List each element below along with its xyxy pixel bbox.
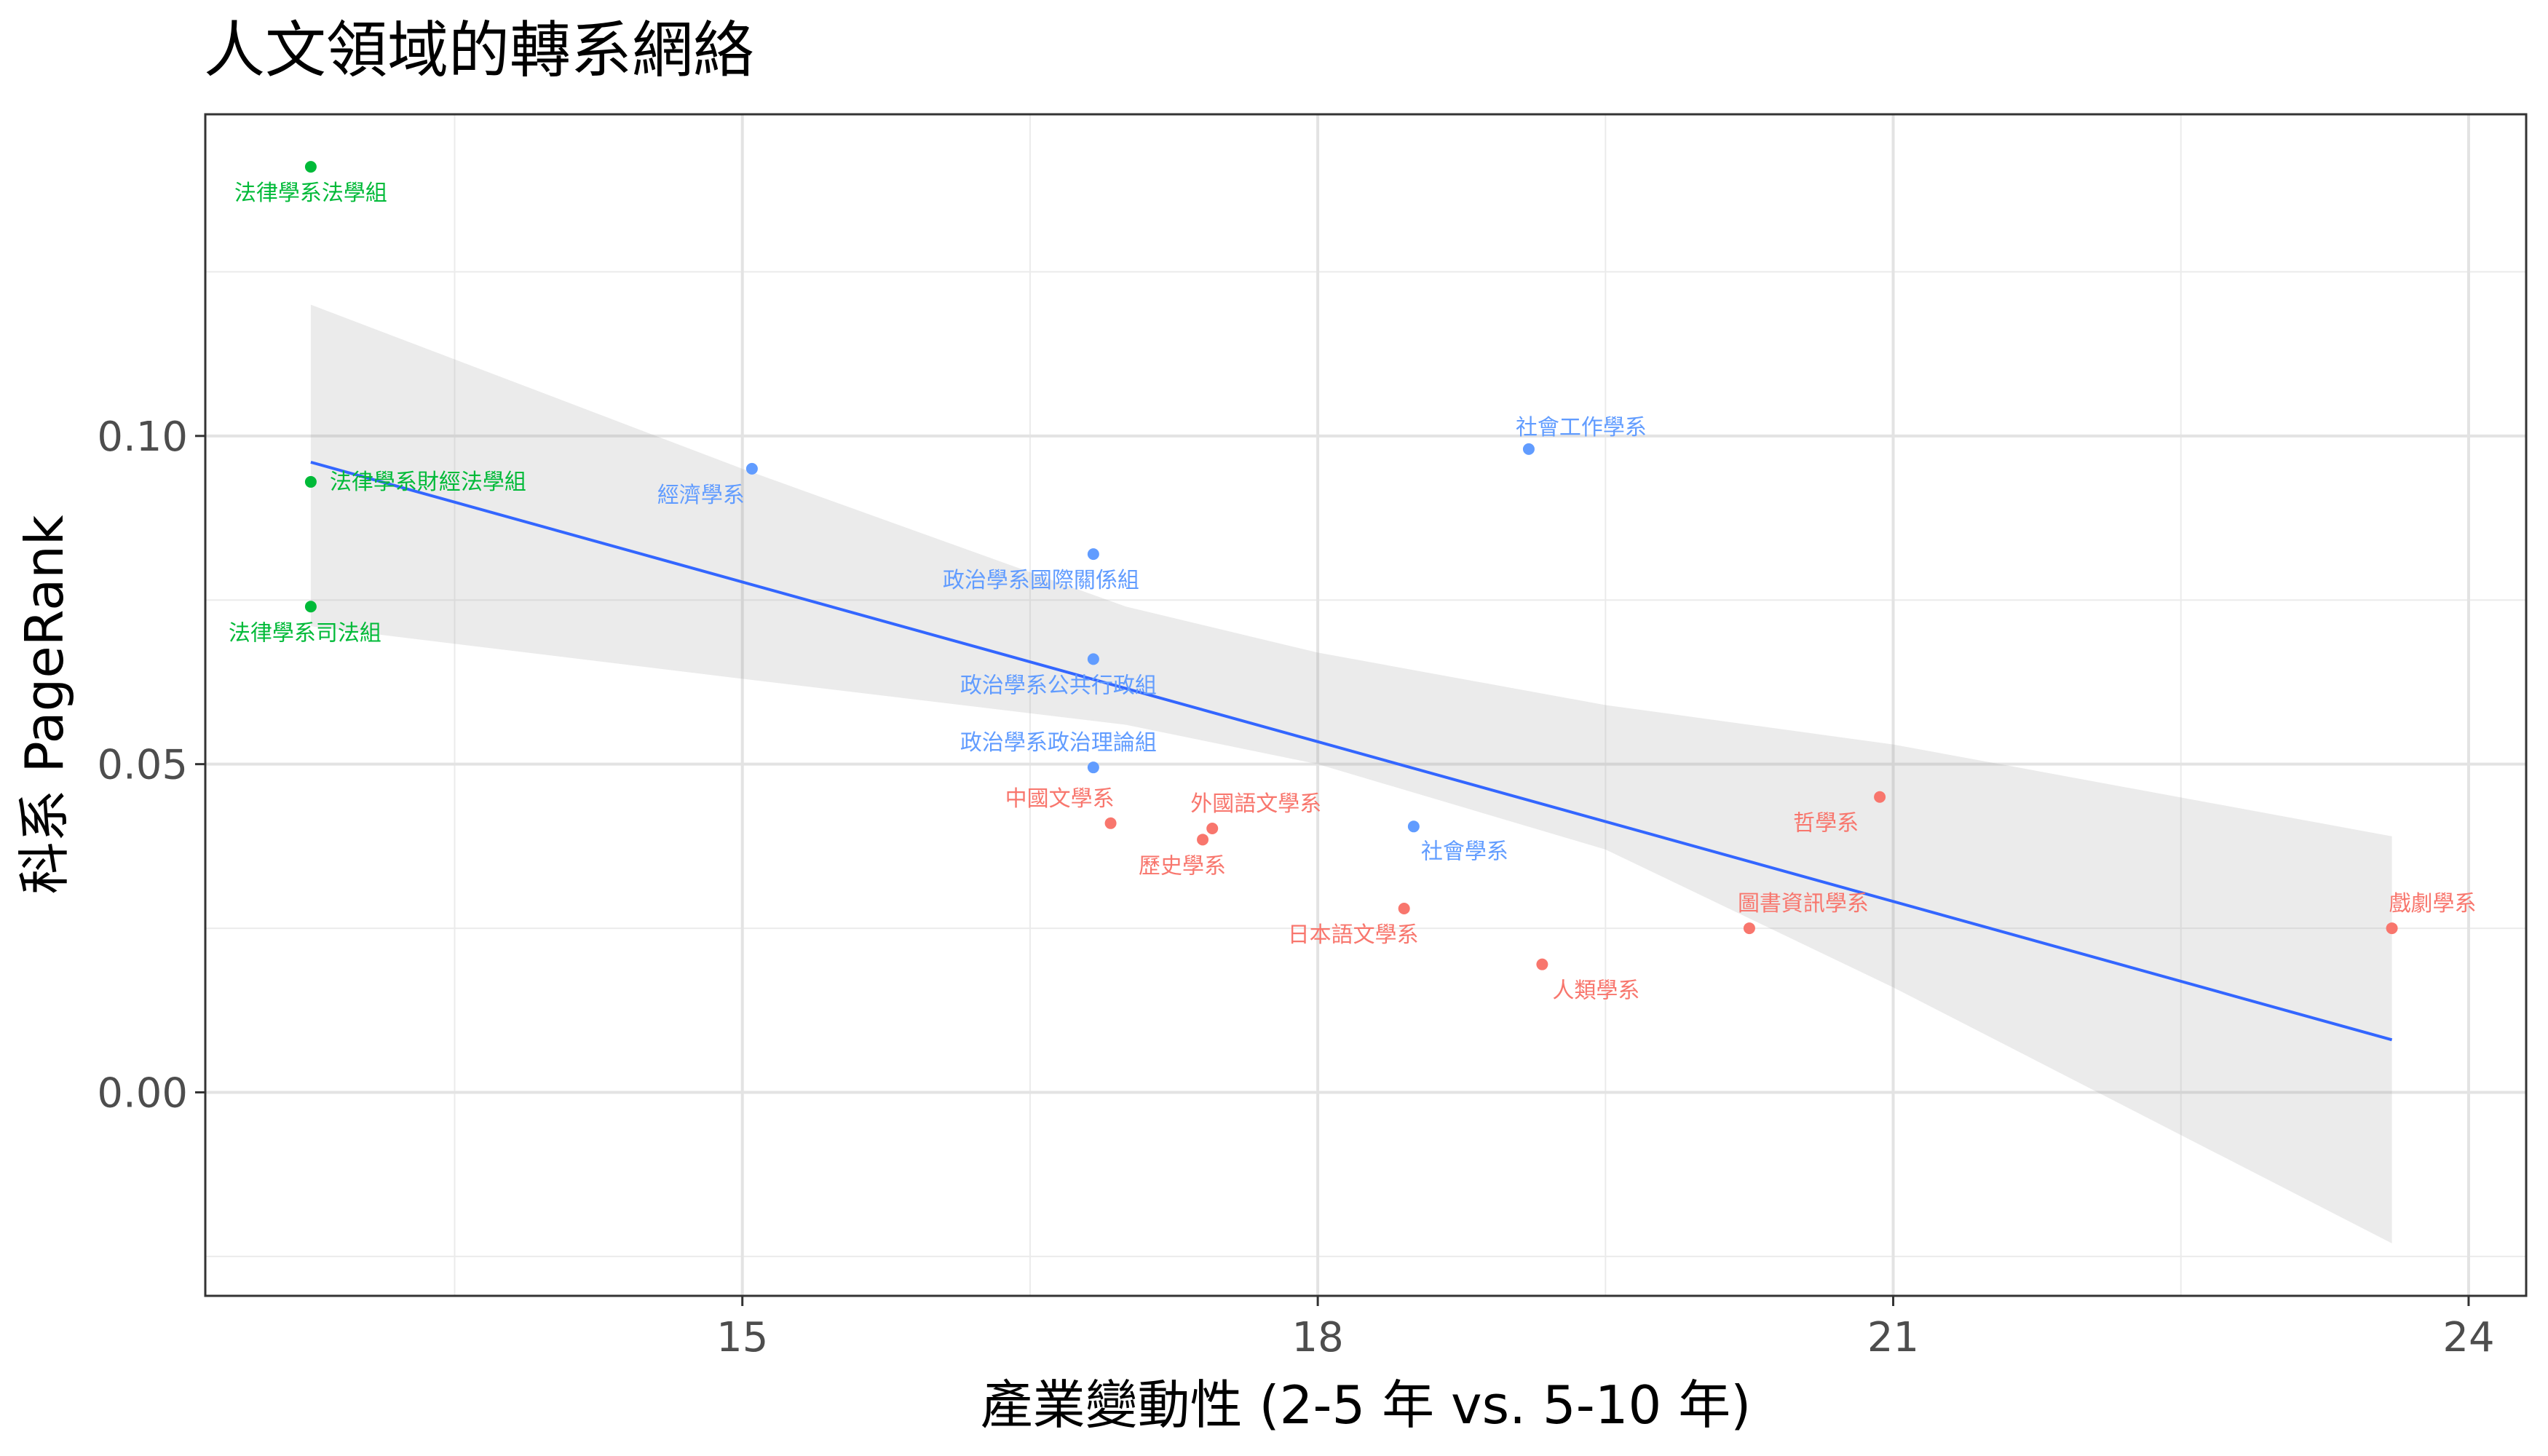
point-label: 哲學系 — [1793, 811, 1859, 836]
point-label: 社會學系 — [1421, 839, 1508, 864]
trend-line-layer — [310, 460, 2393, 1042]
point-label: 圖書資訊學系 — [1738, 891, 1869, 917]
plot-border — [204, 113, 2528, 1297]
y-tick-label: 0.00 — [97, 1069, 188, 1117]
x-tick-label: 18 — [1291, 1314, 1343, 1361]
point-label: 社會工作學系 — [1516, 415, 1647, 440]
data-point — [1087, 548, 1099, 561]
data-point — [2386, 922, 2398, 935]
confidence-band — [310, 304, 2392, 1243]
data-point — [304, 601, 317, 613]
data-point — [1206, 823, 1219, 835]
grid-lines — [205, 114, 2526, 1296]
x-axis-title: 產業變動性 (2-5 年 vs. 5-10 年) — [981, 1374, 1752, 1436]
point-label: 經濟學系 — [657, 483, 745, 508]
point-label: 法律學系財經法學組 — [330, 470, 526, 495]
x-tick-label: 21 — [1867, 1314, 1919, 1361]
data-point — [304, 475, 317, 488]
data-point — [1743, 922, 1755, 935]
point-label: 中國文學系 — [1005, 786, 1115, 812]
point-label: 法律學系司法組 — [229, 620, 381, 646]
data-point — [1087, 761, 1099, 774]
data-point — [745, 462, 758, 475]
trend-line — [310, 460, 2393, 1042]
point-label: 政治學系公共行政組 — [960, 673, 1157, 698]
point-label: 政治學系國際關係組 — [943, 568, 1139, 593]
x-tick-label: 15 — [716, 1314, 768, 1361]
data-points — [304, 161, 2398, 970]
plot-panel — [205, 114, 2526, 1296]
y-axis-title: 科系 PageRank — [14, 515, 75, 894]
x-axis-ticks: 15 18 21 24 — [716, 1296, 2495, 1361]
point-label: 外國語文學系 — [1190, 791, 1321, 817]
data-point — [304, 161, 317, 173]
data-point — [1104, 817, 1117, 829]
y-axis-ticks: 0.00 0.05 0.10 — [97, 414, 205, 1117]
x-tick-label: 24 — [2442, 1314, 2494, 1361]
y-tick-label: 0.05 — [97, 742, 188, 789]
data-point — [1522, 443, 1535, 455]
point-label: 日本語文學系 — [1288, 922, 1419, 948]
data-point — [1536, 958, 1548, 970]
point-label: 政治學系政治理論組 — [960, 730, 1157, 756]
point-label: 歷史學系 — [1139, 853, 1226, 879]
data-point — [1407, 820, 1420, 833]
data-point — [1197, 834, 1209, 846]
point-label: 人類學系 — [1552, 978, 1639, 1004]
data-point — [1398, 903, 1410, 915]
data-point — [1874, 791, 1886, 803]
point-label: 法律學系法學組 — [234, 181, 387, 206]
data-point — [1087, 653, 1099, 665]
y-tick-label: 0.10 — [97, 414, 188, 461]
chart-title: 人文領域的轉系網絡 — [204, 15, 754, 86]
confidence-band-layer — [310, 304, 2392, 1243]
point-label: 戲劇學系 — [2389, 891, 2477, 917]
